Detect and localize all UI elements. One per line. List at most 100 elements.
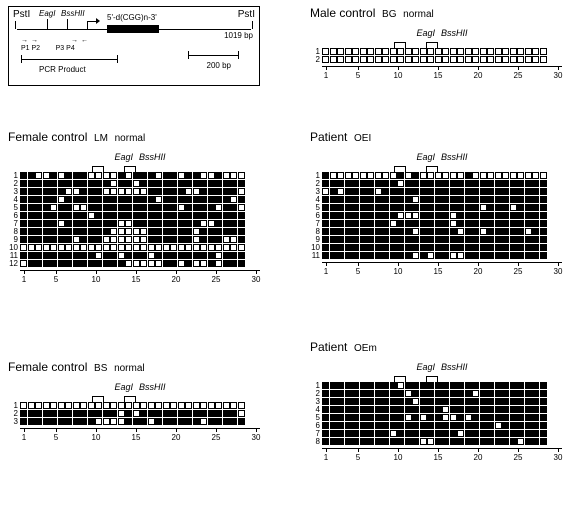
cpg-cell <box>540 382 547 389</box>
cpg-cell <box>193 196 200 203</box>
cpg-cell <box>472 430 479 437</box>
cpg-cell <box>375 252 382 259</box>
cpg-cell <box>412 220 419 227</box>
cpg-cell <box>330 438 337 445</box>
cpg-cell <box>73 402 80 409</box>
cpg-cell <box>170 228 177 235</box>
cpg-cell <box>397 382 404 389</box>
x-tick <box>24 428 25 432</box>
cpg-cell <box>427 56 434 63</box>
cpg-cell <box>140 410 147 417</box>
grid-row <box>20 172 245 180</box>
cpg-cell <box>110 204 117 211</box>
cpg-cell <box>133 228 140 235</box>
cpg-cell <box>170 260 177 267</box>
cpg-cell <box>532 390 539 397</box>
cpg-cell <box>43 212 50 219</box>
cpg-cell <box>103 418 110 425</box>
cpg-cell <box>193 418 200 425</box>
cpg-cell <box>193 410 200 417</box>
panel-lm: Female control LM normalEagIBssHII123456… <box>8 130 260 288</box>
grid-row <box>322 48 547 56</box>
grid-row <box>20 252 245 260</box>
cpg-cell <box>390 390 397 397</box>
row-labels: 1234567891011 <box>310 172 320 260</box>
cpg-cell <box>525 390 532 397</box>
x-tick <box>326 66 327 70</box>
cpg-cell <box>465 414 472 421</box>
cpg-cell <box>427 252 434 259</box>
cpg-cell <box>420 406 427 413</box>
cpg-cell <box>155 236 162 243</box>
cpg-cell <box>375 422 382 429</box>
cpg-cell <box>208 410 215 417</box>
grid-row <box>322 172 547 180</box>
cpg-cell <box>435 204 442 211</box>
cpg-cell <box>472 236 479 243</box>
cpg-cell <box>540 196 547 203</box>
cpg-cell <box>178 196 185 203</box>
cpg-cell <box>215 220 222 227</box>
cpg-cell <box>435 406 442 413</box>
cpg-cell <box>223 204 230 211</box>
cpg-cell <box>230 228 237 235</box>
x-tick-label: 10 <box>394 71 403 80</box>
cpg-cell <box>208 220 215 227</box>
cpg-cell <box>322 228 329 235</box>
methylation-grid: 1234567891011 <box>310 172 562 260</box>
cpg-cell <box>345 196 352 203</box>
cpg-cell <box>502 188 509 195</box>
cpg-cell <box>532 188 539 195</box>
cpg-cell <box>215 196 222 203</box>
cpg-cell <box>472 414 479 421</box>
cpg-cell <box>525 414 532 421</box>
cpg-cell <box>125 220 132 227</box>
cpg-cell <box>178 260 185 267</box>
cpg-cell <box>502 172 509 179</box>
cpg-cell <box>73 252 80 259</box>
cpg-cell <box>230 180 237 187</box>
cpg-cell <box>178 180 185 187</box>
cpg-cell <box>50 410 57 417</box>
cpg-cell <box>465 172 472 179</box>
cpg-cell <box>230 212 237 219</box>
cpg-cell <box>148 418 155 425</box>
cpg-cell <box>185 244 192 251</box>
cpg-cell <box>532 414 539 421</box>
cpg-cell <box>65 204 72 211</box>
cpg-cell <box>118 244 125 251</box>
cpg-cell <box>215 402 222 409</box>
cpg-cell <box>170 180 177 187</box>
cpg-cell <box>502 244 509 251</box>
grid-row <box>322 398 547 406</box>
cpg-cell <box>465 56 472 63</box>
cpg-cell <box>510 188 517 195</box>
row-label: 8 <box>310 438 320 446</box>
grid-row <box>20 236 245 244</box>
cpg-cell <box>155 410 162 417</box>
cpg-cell <box>322 56 329 63</box>
cpg-cell <box>110 172 117 179</box>
cpg-cell <box>450 390 457 397</box>
cpg-cell <box>352 398 359 405</box>
cpg-cell <box>88 252 95 259</box>
cpg-cell <box>367 382 374 389</box>
cpg-cell <box>185 260 192 267</box>
cpg-cell <box>163 188 170 195</box>
x-axis: 151015202530 <box>20 428 260 446</box>
row-labels: 123 <box>8 402 18 426</box>
cpg-cell <box>125 418 132 425</box>
eag-label: EagI <box>39 9 55 18</box>
cpg-cell <box>435 180 442 187</box>
cpg-cell <box>390 406 397 413</box>
cpg-cell <box>517 438 524 445</box>
cpg-cell <box>163 402 170 409</box>
cpg-cell <box>525 204 532 211</box>
cpg-cell <box>58 260 65 267</box>
cpg-cell <box>178 410 185 417</box>
cpg-cell <box>390 382 397 389</box>
cpg-cell <box>450 430 457 437</box>
cpg-cell <box>133 402 140 409</box>
cpg-cell <box>223 252 230 259</box>
psti-tick-r <box>252 21 253 29</box>
